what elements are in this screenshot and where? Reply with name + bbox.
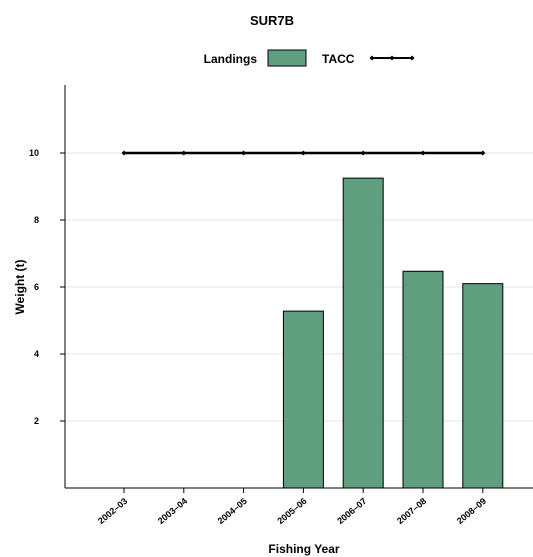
x-tick-label: 2005–06	[275, 496, 308, 526]
chart-title: SUR7B	[250, 13, 294, 28]
x-axis-ticks: 2002–03 2003–04 2004–05 2005–06 2006–07 2007–…	[96, 488, 488, 526]
legend-tacc-line	[370, 56, 415, 61]
tacc-point	[241, 151, 246, 156]
y-axis-label: Weight (t)	[13, 259, 27, 314]
landings-bar	[283, 311, 323, 488]
x-tick-label: 2008–09	[455, 496, 488, 526]
x-tick-label: 2002–03	[96, 496, 129, 526]
landings-bar	[403, 271, 443, 488]
x-axis-label: Fishing Year	[268, 542, 339, 556]
x-tick-label: 2003–04	[156, 496, 189, 526]
legend-tacc-label: TACC	[322, 52, 355, 66]
x-tick-label: 2006–07	[335, 496, 368, 526]
y-tick-label: 2	[34, 416, 39, 426]
tacc-point	[122, 151, 127, 156]
legend-landings-label: Landings	[204, 52, 258, 66]
x-tick-label: 2007–08	[395, 496, 428, 526]
y-tick-label: 4	[34, 349, 39, 359]
tacc-point	[361, 151, 366, 156]
x-tick-label: 2004–05	[216, 496, 249, 526]
tacc-point	[181, 151, 186, 156]
landings-bar	[463, 284, 503, 488]
y-tick-label: 6	[34, 282, 39, 292]
legend: Landings TACC	[204, 50, 415, 66]
tacc-point	[480, 151, 485, 156]
tacc-line	[122, 151, 486, 156]
landings-bar	[343, 178, 383, 488]
tacc-point	[301, 151, 306, 156]
y-tick-label: 8	[34, 215, 39, 225]
y-axis-ticks: 2 4 6 8 10	[29, 148, 65, 426]
y-tick-label: 10	[29, 148, 39, 158]
tacc-point	[421, 151, 426, 156]
landings-bars	[283, 178, 502, 488]
legend-landings-swatch	[268, 50, 306, 66]
